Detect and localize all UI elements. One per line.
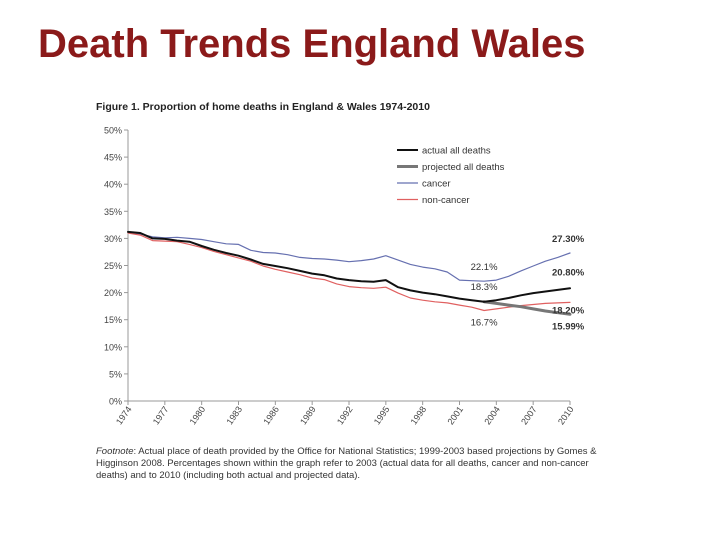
- y-tick-label: 15%: [104, 315, 122, 325]
- x-tick-label: 1995: [372, 404, 392, 426]
- x-tick-label: 1992: [335, 404, 355, 426]
- slide-title: Death Trends England Wales: [38, 22, 586, 66]
- y-tick-label: 40%: [104, 180, 122, 190]
- annotations: 27.30% 20.80% 18.20% 15.99% 22.1% 18.3% 16.7%: [471, 234, 585, 332]
- y-tick-label: 10%: [104, 342, 122, 352]
- x-tick-label: 1989: [298, 404, 318, 426]
- series-line-actual-all-deaths: [127, 230, 571, 303]
- series-line-projected-all-deaths: [482, 300, 572, 316]
- x-tick-label: 2007: [519, 404, 539, 426]
- legend-label: cancer: [422, 179, 451, 190]
- line-chart: 0% 5% 10% 15% 20% 25% 30% 35% 40% 45% 50% 1974 1977 1…: [104, 126, 585, 427]
- x-tick-label: 1977: [151, 404, 171, 426]
- y-tick-label: 30%: [104, 234, 122, 244]
- x-tick-label: 2001: [445, 404, 465, 426]
- legend: actual all deaths projected all deaths can…: [397, 146, 505, 206]
- x-tick-label: 2004: [482, 404, 502, 426]
- x-tick-label: 1980: [188, 404, 208, 426]
- series-line-non-cancer: [127, 232, 571, 312]
- legend-label: projected all deaths: [422, 162, 505, 173]
- footnote-text: : Actual place of death provided by the …: [96, 446, 597, 481]
- footnote-label: Footnote: [96, 446, 134, 457]
- data-label: 15.99%: [552, 321, 585, 332]
- x-tick-label: 1974: [114, 404, 134, 426]
- x-tick-label: 2010: [556, 404, 576, 426]
- data-label: 27.30%: [552, 234, 585, 245]
- data-label: 18.3%: [471, 282, 498, 293]
- series-line-cancer: [127, 231, 571, 282]
- data-label: 16.7%: [471, 317, 498, 328]
- y-tick-label: 35%: [104, 207, 122, 217]
- y-tick-label: 20%: [104, 288, 122, 298]
- data-label: 20.80%: [552, 267, 585, 278]
- figure-title: Figure 1. Proportion of home deaths in E…: [96, 101, 430, 113]
- data-label: 22.1%: [471, 262, 498, 273]
- data-label: 18.20%: [552, 305, 585, 316]
- series-lines: [127, 230, 572, 316]
- x-tick-label: 1983: [224, 404, 244, 426]
- y-tick-label: 25%: [104, 261, 122, 271]
- y-tick-label: 5%: [109, 369, 122, 379]
- x-tick-label: 1998: [409, 404, 429, 426]
- x-tick-label: 1986: [261, 404, 281, 426]
- y-tick-label: 50%: [104, 126, 122, 136]
- legend-label: non-cancer: [422, 195, 470, 206]
- y-tick-label: 0%: [109, 397, 122, 407]
- legend-label: actual all deaths: [422, 146, 491, 157]
- axes: 0% 5% 10% 15% 20% 25% 30% 35% 40% 45% 50% 1974 1977 1…: [104, 126, 576, 427]
- y-tick-label: 45%: [104, 153, 122, 163]
- footnote: Footnote: Actual place of death provided…: [96, 446, 616, 482]
